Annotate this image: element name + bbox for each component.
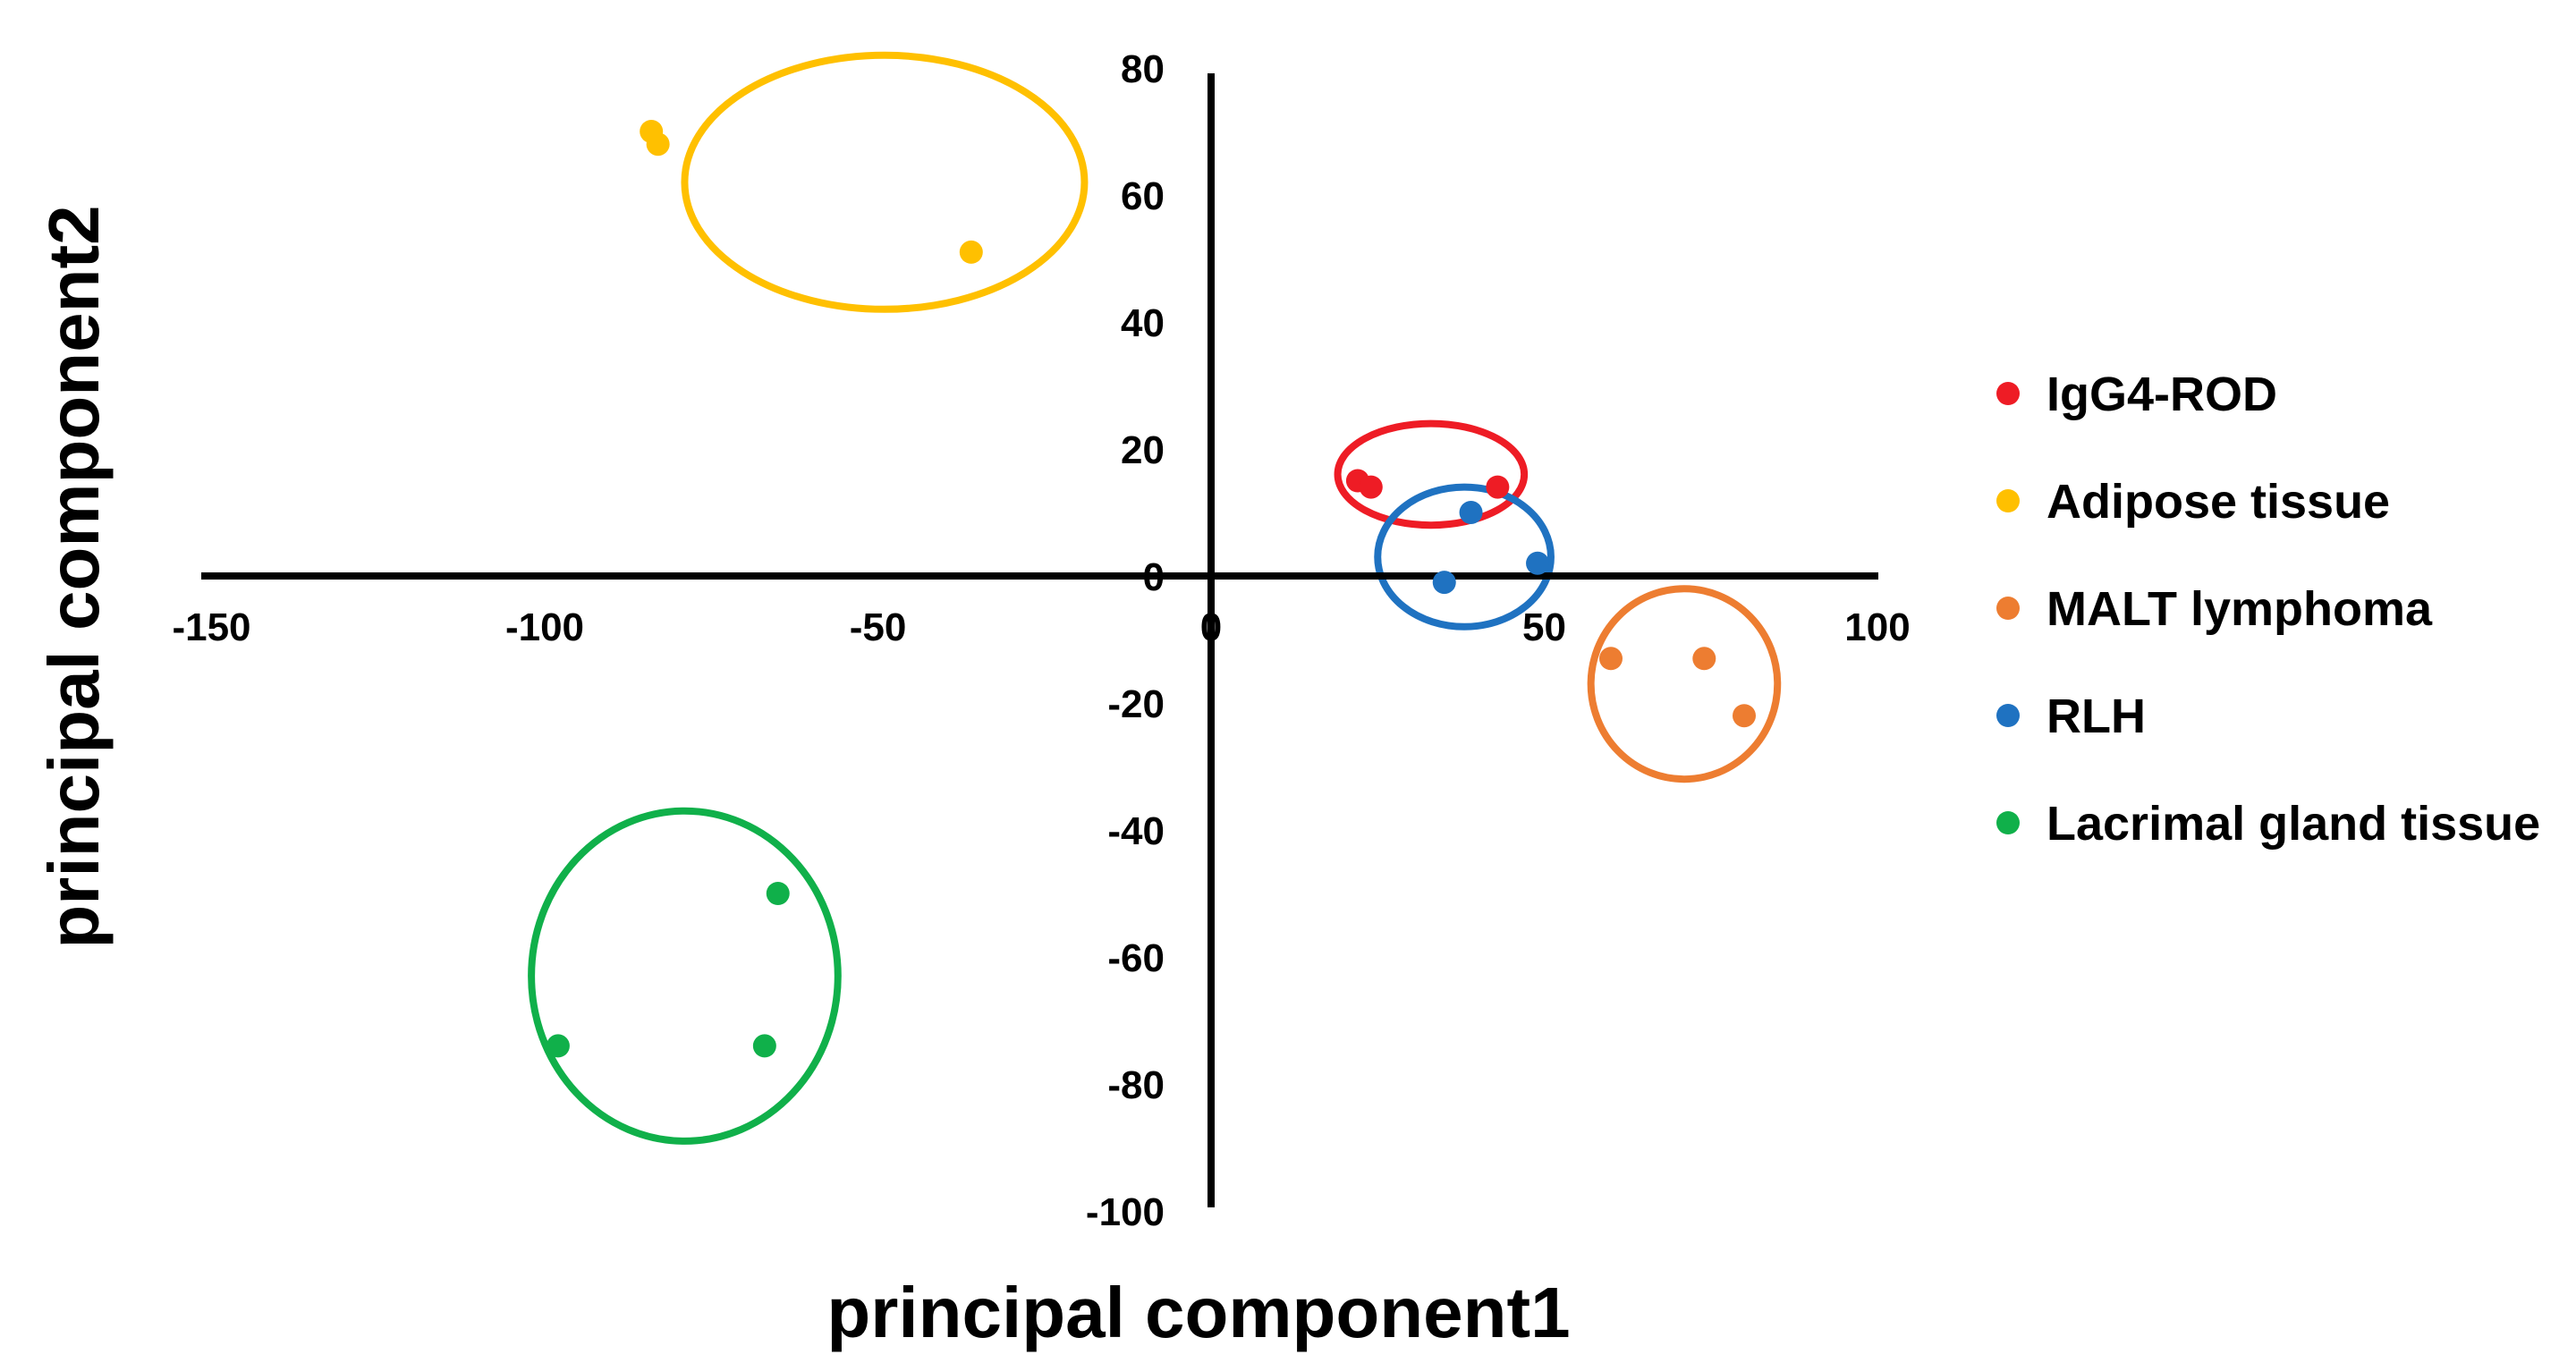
legend-label: Adipose tissue [2046, 475, 2390, 529]
x-tick-label: 50 [1522, 605, 1566, 649]
data-point [1432, 571, 1456, 595]
data-point [1459, 501, 1483, 524]
data-point [1692, 647, 1716, 671]
y-tick-label: -40 [1107, 809, 1165, 853]
data-point [1486, 475, 1510, 499]
legend-marker [1996, 597, 2020, 620]
y-tick-label: -60 [1107, 936, 1165, 980]
cluster-ellipse [681, 51, 1089, 313]
legend-label: Lacrimal gland tissue [2046, 797, 2540, 851]
y-tick-label: -100 [1086, 1190, 1165, 1234]
legend: IgG4-ROD Adipose tissue MALT lymphoma RLH La… [1996, 368, 2540, 851]
data-point [959, 240, 983, 264]
legend-marker [1996, 704, 2020, 727]
data-point [1526, 551, 1550, 575]
cluster-ellipse [528, 807, 842, 1145]
data-points [546, 120, 1756, 1058]
x-tick-label: 100 [1844, 605, 1910, 649]
y-tick-label: 40 [1121, 301, 1165, 345]
y-tick-label: 80 [1121, 47, 1165, 91]
legend-label: RLH [2046, 690, 2146, 743]
data-point [766, 882, 790, 905]
legend-label: MALT lymphoma [2046, 582, 2433, 636]
x-axis-title: principal component1 [826, 1273, 1570, 1352]
legend-marker [1996, 382, 2020, 405]
x-tick-label: 0 [1200, 605, 1222, 649]
y-tick-label: 0 [1143, 555, 1165, 599]
x-tick-label: -150 [172, 605, 250, 649]
legend-marker [1996, 811, 2020, 834]
tick-labels: -150 -100 -50 0 50 100 80 60 40 20 0 -20 -40 -60 -80 -1… [172, 47, 1910, 1234]
x-tick-label: -50 [850, 605, 907, 649]
y-tick-label: -20 [1107, 682, 1165, 726]
cluster-ellipse [1587, 585, 1782, 783]
data-point [646, 132, 670, 157]
data-point [1599, 647, 1623, 671]
cluster-ellipses [528, 51, 1782, 1145]
y-tick-label: 60 [1121, 174, 1165, 218]
data-point [546, 1034, 570, 1058]
cluster-ellipse [1374, 483, 1555, 631]
data-point [752, 1034, 776, 1058]
y-axis-title: principal component2 [34, 205, 114, 948]
y-tick-label: 20 [1121, 428, 1165, 472]
legend-label: IgG4-ROD [2046, 368, 2277, 421]
x-tick-label: -100 [505, 605, 584, 649]
data-point [1733, 704, 1756, 728]
data-point [1359, 475, 1383, 499]
axes [201, 73, 1878, 1207]
y-tick-label: -80 [1107, 1063, 1165, 1107]
cluster-ellipse [1334, 419, 1529, 529]
legend-marker [1996, 489, 2020, 512]
